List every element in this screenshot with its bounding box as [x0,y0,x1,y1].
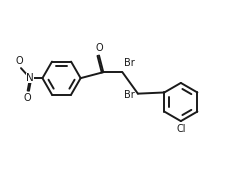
Text: Br: Br [124,58,135,68]
Text: Br: Br [124,90,135,100]
Text: N: N [26,73,34,83]
Text: Cl: Cl [176,124,186,134]
Text: O: O [16,56,24,66]
Text: O: O [95,43,103,53]
Text: O: O [24,93,31,103]
